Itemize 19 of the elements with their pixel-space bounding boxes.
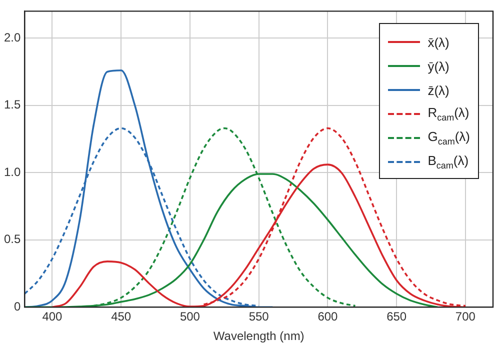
x-tick-label: 700 [455, 310, 476, 324]
y-tick-label: 0.5 [4, 232, 21, 246]
x-tick-label: 600 [318, 310, 338, 324]
legend-label: z̄(λ) [428, 82, 450, 98]
legend-label: x̄(λ) [428, 34, 450, 50]
y-tick-label: 1.0 [4, 164, 21, 179]
legend-label: B$_{cam}$(λ) [428, 153, 469, 171]
x-axis-title: Wavelength (nm) [213, 329, 304, 344]
x-tick-label: 550 [248, 310, 270, 324]
y-tick-label: 1.5 [4, 98, 21, 112]
x-tick-label: 650 [386, 310, 407, 324]
x-tick-label: 500 [180, 310, 200, 324]
y-tick-label: 0 [14, 300, 21, 314]
y-tick-label: 2.0 [4, 30, 21, 44]
legend-label: R$_{cam}$(λ) [428, 105, 470, 123]
legend-label: G$_{cam}$(λ) [428, 129, 470, 147]
legend-label: ȳ(λ) [428, 58, 450, 74]
x-tick-label: 450 [111, 310, 132, 324]
x-tick-label: 400 [42, 310, 63, 324]
